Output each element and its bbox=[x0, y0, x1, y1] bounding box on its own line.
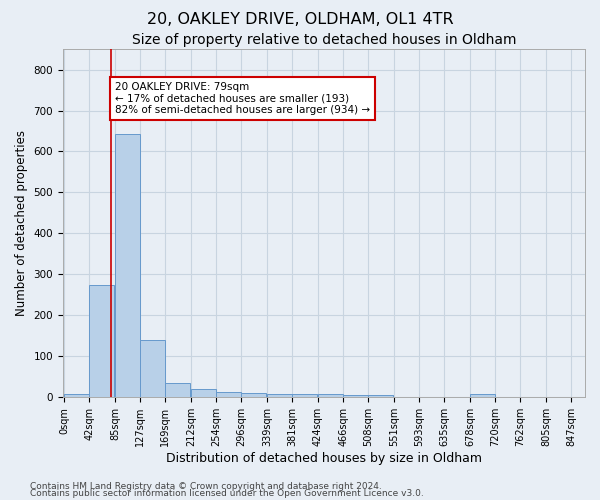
Title: Size of property relative to detached houses in Oldham: Size of property relative to detached ho… bbox=[132, 32, 516, 46]
Text: Contains public sector information licensed under the Open Government Licence v3: Contains public sector information licen… bbox=[30, 490, 424, 498]
Bar bbox=[115, 134, 140, 398]
Y-axis label: Number of detached properties: Number of detached properties bbox=[15, 130, 28, 316]
Bar bbox=[191, 389, 216, 398]
Text: 20, OAKLEY DRIVE, OLDHAM, OL1 4TR: 20, OAKLEY DRIVE, OLDHAM, OL1 4TR bbox=[146, 12, 454, 28]
Bar bbox=[89, 284, 115, 398]
Bar bbox=[216, 392, 241, 398]
Bar bbox=[343, 396, 368, 398]
Bar bbox=[140, 340, 165, 398]
Bar bbox=[64, 394, 89, 398]
X-axis label: Distribution of detached houses by size in Oldham: Distribution of detached houses by size … bbox=[166, 452, 482, 465]
Text: Contains HM Land Registry data © Crown copyright and database right 2024.: Contains HM Land Registry data © Crown c… bbox=[30, 482, 382, 491]
Bar bbox=[292, 394, 317, 398]
Text: 20 OAKLEY DRIVE: 79sqm
← 17% of detached houses are smaller (193)
82% of semi-de: 20 OAKLEY DRIVE: 79sqm ← 17% of detached… bbox=[115, 82, 370, 115]
Bar bbox=[368, 396, 394, 398]
Bar bbox=[165, 383, 190, 398]
Bar bbox=[318, 394, 343, 398]
Bar bbox=[470, 394, 495, 398]
Bar bbox=[267, 394, 292, 398]
Bar bbox=[241, 393, 266, 398]
